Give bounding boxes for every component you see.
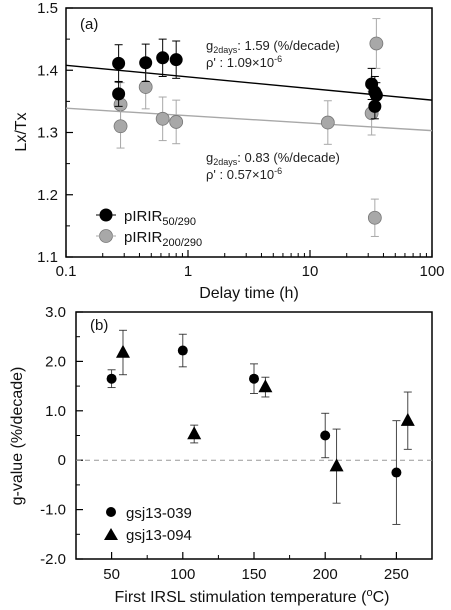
panel-a-annotation-1: g2days: 1.59 (%/decade) ρ' : 1.09×10-6: [206, 38, 340, 70]
annotation-1-rho-line: ρ' : 1.09×10-6: [206, 54, 282, 70]
data-point-gsj13-094: [258, 379, 273, 393]
y-tick-label: -1.0: [40, 502, 66, 519]
panel-b-legend: gsj13-039 gsj13-094: [104, 505, 192, 544]
data-point-gsj13-094: [187, 426, 202, 440]
annotation-2-rho-line: ρ' : 0.57×10-6: [206, 166, 282, 182]
x-tick-label: 200: [313, 566, 338, 583]
data-point-gsj13-039: [391, 467, 402, 478]
legend-label-gsj13-094: gsj13-094: [126, 527, 192, 544]
y-tick-label: 1.1: [37, 249, 58, 266]
data-point-pirir50-290: [368, 99, 382, 113]
data-point-gsj13-039: [249, 373, 259, 384]
data-point-pirir200-290: [138, 80, 153, 94]
data-point-pirir50-290: [112, 87, 126, 101]
data-point-pirir50-290: [139, 56, 153, 70]
panel-a-xlabel: Delay time (h): [199, 285, 299, 302]
legend-label-pirir200: pIRIR200/290: [124, 229, 202, 249]
panel-a: (a) Delay time (h) Lx/Tx g2days: 1.59 (%…: [13, 0, 445, 302]
panel-a-annotation-2: g2days: 0.83 (%/decade) ρ' : 0.57×10-6: [206, 150, 340, 182]
legend-marker-gsj13-094: [104, 528, 118, 540]
y-tick-label: 2.0: [45, 353, 66, 370]
legend-label-pirir50: pIRIR50/290: [124, 208, 196, 228]
data-point-pirir200-290: [155, 111, 170, 126]
y-tick-label: 1.5: [37, 0, 58, 17]
data-point-gsj13-039: [320, 430, 331, 441]
data-point-pirir200-290: [169, 115, 184, 129]
data-point-gsj13-039: [177, 345, 188, 356]
panel-a-label: (a): [80, 16, 98, 33]
panel-a-legend: pIRIR50/290 pIRIR200/290: [96, 208, 202, 249]
y-tick-label: 1.2: [37, 187, 58, 204]
data-point-gsj13-094: [400, 412, 415, 426]
x-tick-label: 100: [419, 263, 444, 280]
y-tick-label: 1.0: [45, 403, 66, 420]
data-point-pirir200-290: [369, 36, 384, 51]
data-point-gsj13-094: [115, 344, 130, 358]
y-tick-label: 0: [58, 452, 66, 469]
panel-b: (b) First IRSL stimulation temperature (…: [9, 304, 433, 606]
legend-label-gsj13-039: gsj13-039: [126, 505, 192, 522]
data-point-gsj13-094: [329, 458, 344, 472]
x-tick-label: 1: [184, 263, 192, 280]
annotation-1-g-line: g2days: 1.59 (%/decade): [206, 38, 340, 55]
data-point-pirir200-290: [113, 119, 128, 134]
data-point-pirir50-290: [112, 56, 126, 70]
x-tick-label: 10: [302, 263, 319, 280]
data-point-pirir200-290: [367, 210, 382, 225]
legend-marker-gsj13-039: [106, 507, 116, 517]
x-tick-label: 150: [241, 566, 266, 583]
data-point-pirir50-290: [169, 53, 183, 67]
y-tick-label: -2.0: [40, 551, 66, 568]
fit-line-pirir200-290: [65, 107, 433, 132]
y-tick-label: 3.0: [45, 304, 66, 321]
y-tick-label: 1.3: [37, 125, 58, 142]
panel-b-ylabel: g-value (%/decade): [9, 367, 26, 506]
x-tick-label: 250: [384, 566, 409, 583]
panel-a-ylabel: Lx/Tx: [13, 112, 30, 151]
y-tick-label: 1.4: [37, 62, 58, 79]
panel-b-label: (b): [90, 317, 108, 334]
annotation-2-g-line: g2days: 0.83 (%/decade): [206, 150, 340, 167]
x-tick-label: 100: [170, 566, 195, 583]
data-point-pirir200-290: [320, 115, 335, 130]
data-point-pirir50-290: [156, 51, 170, 65]
data-point-gsj13-039: [106, 373, 117, 384]
panel-b-xlabel: First IRSL stimulation temperature (oC): [115, 587, 390, 606]
x-tick-label: 0.1: [56, 263, 77, 280]
data-point-pirir50-290: [369, 88, 383, 102]
x-tick-label: 50: [103, 566, 120, 583]
